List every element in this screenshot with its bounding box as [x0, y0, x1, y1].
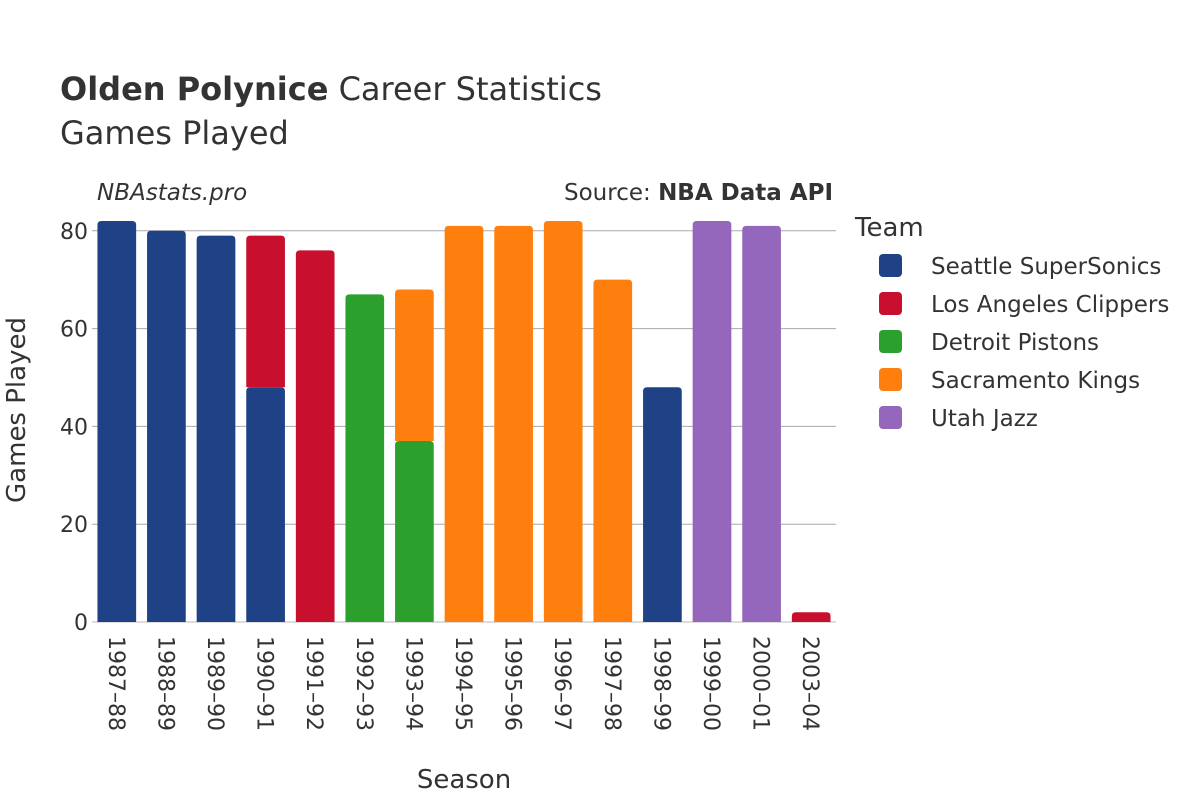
- x-axis-ticks: 1987–88 1988–89 1989–90 1990–91 1991–92 1992–…: [103, 636, 822, 731]
- bar-detroit-pistons: [395, 441, 434, 622]
- legend: Seattle SuperSonics Los Angeles Clippers D…: [879, 254, 1169, 432]
- bar-seattle-supersonics: [643, 387, 682, 622]
- source-credit: Source: NBA Data API: [564, 180, 833, 206]
- bar-sacramento-kings: [494, 225, 533, 622]
- x-tick-label: 1989–90: [202, 636, 227, 731]
- bar-seattle-supersonics: [246, 387, 285, 622]
- bar-sacramento-kings: [543, 221, 583, 622]
- x-axis-title: Season: [417, 765, 511, 795]
- legend-label: Utah Jazz: [931, 406, 1038, 432]
- y-tick-label: 60: [60, 318, 88, 343]
- bar-los-angeles-clippers: [295, 250, 335, 622]
- legend-title: Team: [854, 213, 924, 243]
- x-tick-label: 1999–00: [698, 636, 723, 731]
- x-tick-label: 1995–96: [500, 636, 525, 731]
- legend-label: Los Angeles Clippers: [931, 292, 1169, 318]
- y-axis-title: Games Played: [2, 317, 32, 503]
- legend-swatch: [879, 330, 902, 353]
- legend-swatch: [879, 406, 902, 429]
- x-tick-label: 1996–97: [549, 636, 574, 731]
- bar-seattle-supersonics: [196, 235, 236, 623]
- x-tick-label: 1992–93: [351, 636, 376, 731]
- y-axis-ticks: 0 20 40 60 80: [60, 220, 88, 636]
- bar-sacramento-kings: [444, 225, 484, 622]
- x-tick-label: 1997–98: [599, 636, 624, 731]
- bar-seattle-supersonics: [147, 230, 186, 622]
- bar-utah-jazz: [742, 225, 781, 622]
- x-tick-label: 1988–89: [152, 636, 177, 731]
- bar-los-angeles-clippers: [246, 235, 285, 388]
- legend-swatch: [879, 368, 902, 391]
- legend-label: Detroit Pistons: [931, 330, 1099, 356]
- x-tick-label: 1998–99: [648, 636, 673, 731]
- legend-swatch: [879, 292, 902, 315]
- x-tick-label: 1993–94: [400, 636, 425, 731]
- chart-title-bold: Olden Polynice: [60, 70, 328, 108]
- y-tick-label: 20: [60, 513, 88, 538]
- bar-seattle-supersonics: [97, 221, 137, 622]
- x-tick-label: 2000–01: [748, 636, 773, 731]
- legend-swatch: [879, 254, 902, 277]
- bar-sacramento-kings: [395, 289, 434, 442]
- chart-subtitle: Games Played: [60, 114, 289, 152]
- x-tick-label: 1994–95: [450, 636, 475, 731]
- chart-title-rest: Career Statistics: [339, 70, 602, 108]
- source-prefix: Source:: [564, 180, 658, 206]
- bar-los-angeles-clippers: [791, 612, 831, 622]
- watermark: NBAstats.pro: [97, 180, 247, 206]
- x-tick-label: 1987–88: [103, 636, 128, 731]
- y-tick-label: 40: [60, 415, 88, 440]
- legend-label: Seattle SuperSonics: [931, 254, 1161, 280]
- y-tick-label: 80: [60, 220, 88, 245]
- x-tick-label: 1991–92: [301, 636, 326, 731]
- chart-title: Olden Polynice Career Statistics: [60, 70, 602, 108]
- bar-utah-jazz: [692, 221, 732, 622]
- source-name: NBA Data API: [658, 180, 833, 206]
- legend-label: Sacramento Kings: [931, 368, 1140, 394]
- y-tick-label: 0: [74, 611, 88, 636]
- bar-detroit-pistons: [345, 294, 385, 622]
- x-tick-label: 1990–91: [252, 636, 277, 731]
- x-tick-label: 2003–04: [797, 636, 822, 731]
- bar-sacramento-kings: [593, 279, 633, 622]
- bars: [97, 221, 831, 623]
